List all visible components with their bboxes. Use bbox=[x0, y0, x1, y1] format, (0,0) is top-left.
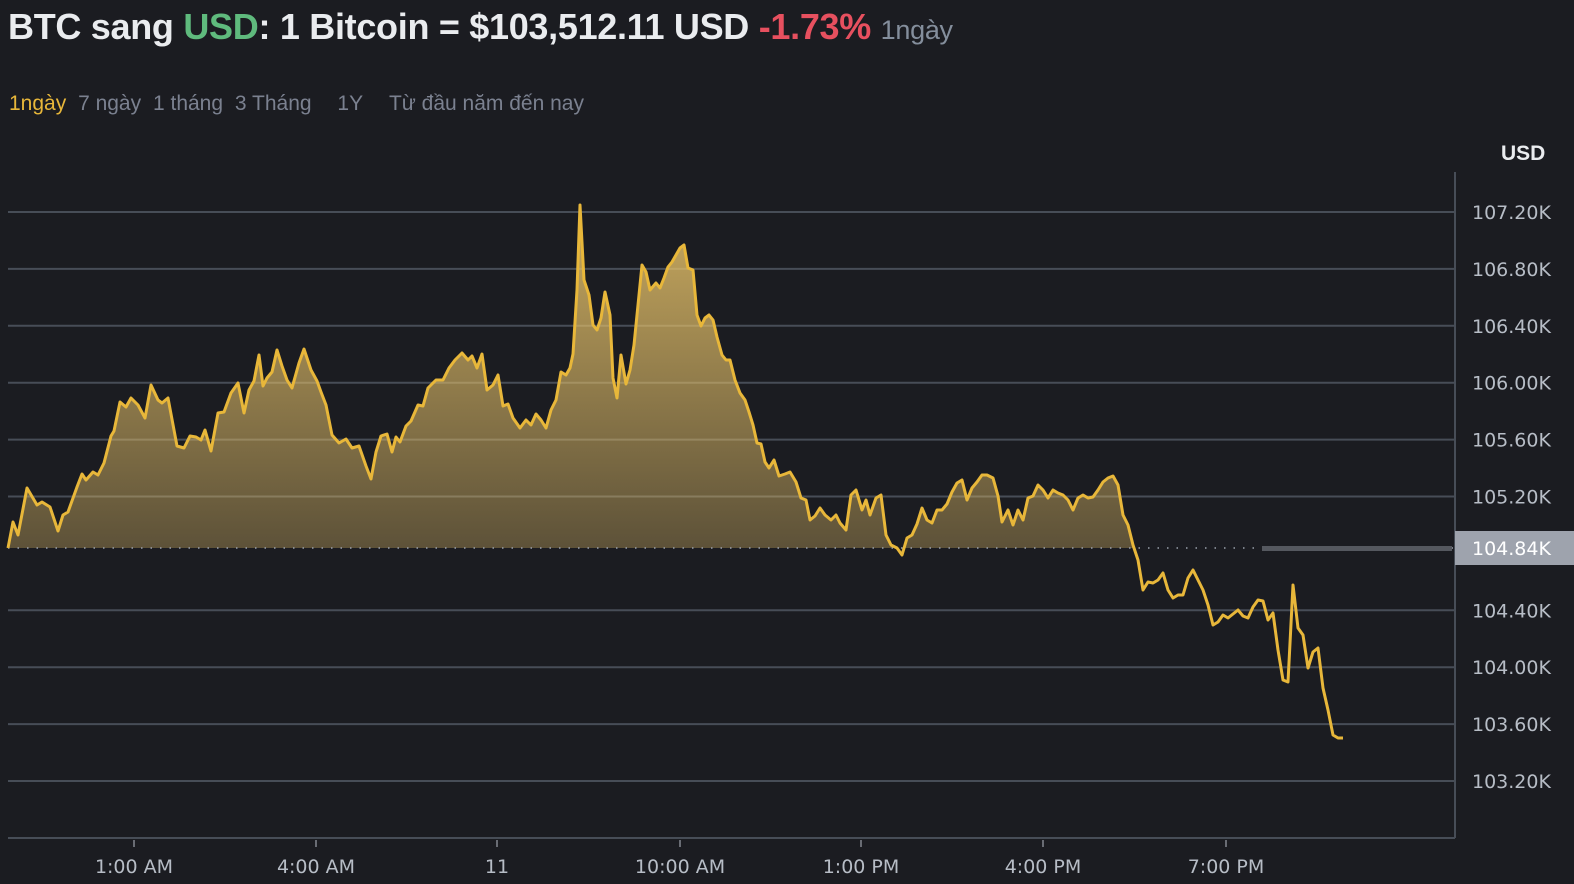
title-rate: : 1 Bitcoin = $103,512.11 USD bbox=[258, 6, 759, 47]
y-tick-label: 103.60K bbox=[1472, 714, 1551, 736]
current-price-label: 104.84K bbox=[1472, 538, 1551, 560]
change-period: 1ngày bbox=[880, 15, 953, 45]
y-axis-labels: 107.20K 106.80K 106.40K 106.00K 105.60K 105.2… bbox=[1472, 202, 1551, 793]
x-tick-label: 4:00 AM bbox=[277, 856, 355, 878]
baseline-marker bbox=[1262, 546, 1452, 551]
y-tick-label: 107.20K bbox=[1472, 202, 1551, 224]
title-prefix: BTC sang bbox=[8, 6, 184, 47]
range-7d[interactable]: 7 ngày bbox=[78, 92, 142, 115]
y-tick-label: 105.20K bbox=[1472, 487, 1551, 509]
y-tick-label: 106.80K bbox=[1472, 259, 1551, 281]
price-area-fill bbox=[8, 205, 1343, 548]
x-tick-label: 1:00 PM bbox=[823, 856, 900, 878]
quote-currency: USD bbox=[183, 6, 259, 47]
y-tick-label: 104.40K bbox=[1472, 600, 1551, 622]
price-line bbox=[6, 203, 1343, 740]
x-axis-labels: 1:00 AM 4:00 AM 11 10:00 AM 1:00 PM 4:00 PM 7:… bbox=[95, 840, 1264, 878]
y-tick-label: 105.60K bbox=[1472, 430, 1551, 452]
price-change-badge: -1.73% bbox=[758, 6, 872, 47]
time-range-selector: 1ngày 7 ngày 1 tháng 3 Tháng 1Y Từ đầu n… bbox=[9, 92, 590, 116]
y-tick-label: 103.20K bbox=[1472, 771, 1551, 793]
range-1d[interactable]: 1ngày bbox=[9, 92, 67, 115]
x-tick-label: 4:00 PM bbox=[1005, 856, 1082, 878]
y-tick-label: 106.40K bbox=[1472, 316, 1551, 338]
current-price-tag bbox=[1455, 531, 1574, 565]
range-1m[interactable]: 1 tháng bbox=[152, 92, 224, 115]
axis-unit-label: USD bbox=[1501, 142, 1546, 165]
page-title: BTC sang USD: 1 Bitcoin = $103,512.11 US… bbox=[8, 6, 953, 48]
range-ytd[interactable]: Từ đầu năm đến nay bbox=[388, 92, 584, 115]
x-tick-label: 7:00 PM bbox=[1188, 856, 1265, 878]
x-tick-label: 10:00 AM bbox=[635, 856, 725, 878]
y-tick-label: 104.00K bbox=[1472, 657, 1551, 679]
range-3m[interactable]: 3 Tháng bbox=[234, 92, 312, 115]
y-tick-label: 106.00K bbox=[1472, 373, 1551, 395]
range-1y[interactable]: 1Y bbox=[337, 92, 364, 115]
x-tick-label: 11 bbox=[485, 856, 509, 878]
x-tick-label: 1:00 AM bbox=[95, 856, 173, 878]
